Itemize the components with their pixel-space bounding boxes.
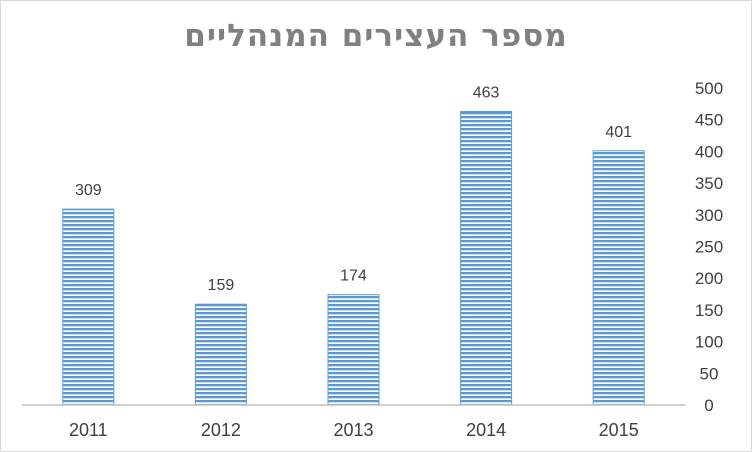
y-tick-label: 150 <box>695 301 723 320</box>
y-tick-label: 400 <box>695 142 723 161</box>
x-tick-label: 2013 <box>333 420 373 440</box>
bar-2012 <box>194 303 247 406</box>
data-label-2014: 463 <box>473 84 500 101</box>
y-tick-label: 200 <box>695 269 723 288</box>
bar-2013 <box>327 294 380 406</box>
y-tick-label: 100 <box>695 333 723 352</box>
bar-2015 <box>592 150 645 406</box>
x-tick-label: 2012 <box>201 420 241 440</box>
y-tick-label: 50 <box>700 364 719 383</box>
chart-title: מספר העצירים המנהליים <box>184 18 568 54</box>
bar-2014 <box>460 110 513 406</box>
bars-group <box>62 110 645 406</box>
data-label-2015: 401 <box>605 124 632 141</box>
data-label-2013: 174 <box>340 268 367 285</box>
y-tick-label: 250 <box>695 238 723 257</box>
x-tick-label: 2015 <box>599 420 639 440</box>
y-tick-label: 450 <box>695 111 723 130</box>
bar-2011 <box>62 208 115 406</box>
x-tick-label: 2014 <box>466 420 506 440</box>
data-label-2012: 159 <box>208 277 235 294</box>
y-tick-label: 500 <box>695 79 723 98</box>
y-axis-ticks: 0 50 100 150 200 250 300 350 400 450 500 <box>695 79 723 415</box>
y-tick-label: 350 <box>695 174 723 193</box>
x-tick-label: 2011 <box>69 420 108 440</box>
x-axis-ticks: 2011 2012 2013 2014 2015 <box>69 420 639 440</box>
data-label-2011: 309 <box>75 182 102 199</box>
y-tick-label: 0 <box>704 396 713 415</box>
data-labels-group: 309 159 174 463 401 <box>75 84 632 294</box>
y-tick-label: 300 <box>695 206 723 225</box>
